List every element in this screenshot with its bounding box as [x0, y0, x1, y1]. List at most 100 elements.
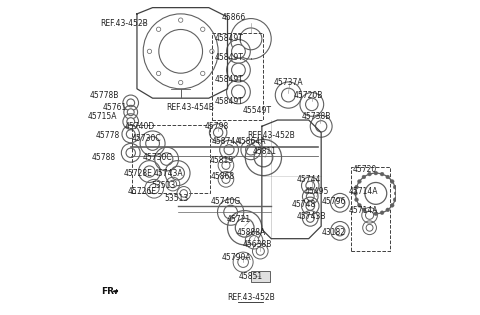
Circle shape [180, 190, 188, 197]
Circle shape [306, 181, 314, 190]
Circle shape [358, 180, 361, 183]
Circle shape [386, 208, 390, 212]
Text: 45819: 45819 [209, 156, 233, 165]
Circle shape [393, 198, 397, 202]
Circle shape [222, 161, 230, 169]
Text: 45744: 45744 [297, 175, 321, 184]
Text: 45866: 45866 [222, 13, 246, 21]
Text: 45740D: 45740D [125, 122, 155, 131]
Circle shape [246, 144, 256, 155]
Circle shape [390, 203, 394, 207]
Text: 45864A: 45864A [236, 137, 265, 146]
Circle shape [380, 211, 384, 215]
Text: REF.43-452B: REF.43-452B [101, 19, 148, 28]
Circle shape [127, 118, 134, 125]
Circle shape [374, 212, 378, 215]
Text: 45730C: 45730C [143, 153, 172, 162]
Circle shape [231, 85, 245, 99]
Text: 45868: 45868 [211, 172, 235, 181]
Text: 45495: 45495 [304, 187, 329, 196]
Circle shape [355, 198, 359, 202]
Circle shape [368, 211, 372, 215]
Circle shape [386, 175, 390, 179]
Text: 45849T: 45849T [215, 75, 243, 84]
Circle shape [354, 192, 358, 195]
Text: 43182: 43182 [322, 228, 346, 237]
Polygon shape [114, 290, 118, 292]
Circle shape [222, 175, 230, 183]
Circle shape [393, 185, 397, 189]
Text: 45738B: 45738B [302, 112, 331, 121]
Circle shape [231, 44, 245, 58]
Text: 45748: 45748 [292, 200, 316, 209]
Circle shape [231, 63, 245, 77]
Text: 45888A: 45888A [236, 228, 265, 237]
Text: 45788: 45788 [92, 153, 116, 162]
Text: 45721: 45721 [227, 215, 251, 225]
Text: REF.43-454B: REF.43-454B [166, 103, 214, 112]
Text: 45714A: 45714A [348, 206, 378, 215]
Text: 45730C: 45730C [132, 134, 161, 143]
Text: 45715A: 45715A [88, 112, 118, 121]
Text: 45720B: 45720B [294, 90, 324, 100]
Circle shape [390, 180, 394, 183]
Circle shape [366, 224, 373, 231]
Circle shape [238, 257, 249, 267]
Text: 45549T: 45549T [243, 106, 272, 115]
Text: 53513: 53513 [151, 181, 176, 190]
Circle shape [358, 203, 361, 207]
Circle shape [365, 211, 373, 219]
Text: 45743A: 45743A [154, 169, 183, 178]
Text: 45874A: 45874A [211, 137, 240, 146]
Bar [251, 271, 270, 282]
Circle shape [306, 193, 314, 200]
Text: FR.: FR. [101, 287, 118, 296]
Text: 45849T: 45849T [215, 34, 243, 43]
Circle shape [126, 130, 135, 139]
Circle shape [127, 99, 134, 107]
Bar [351, 167, 390, 251]
Circle shape [256, 247, 264, 255]
Circle shape [335, 198, 345, 208]
Text: 45849T: 45849T [215, 53, 243, 62]
Text: 45778: 45778 [95, 131, 120, 140]
Text: REF.43-452B: REF.43-452B [247, 131, 295, 140]
Text: 45638B: 45638B [242, 240, 272, 249]
Circle shape [127, 109, 134, 116]
Circle shape [355, 185, 359, 189]
Circle shape [169, 180, 177, 188]
Text: 45796: 45796 [322, 197, 346, 206]
Circle shape [394, 192, 398, 195]
Text: 45743B: 45743B [297, 212, 326, 221]
Circle shape [335, 226, 345, 236]
Circle shape [362, 175, 366, 179]
Text: 45728E: 45728E [124, 169, 153, 178]
Circle shape [126, 148, 135, 158]
Text: 45737A: 45737A [274, 78, 303, 87]
Text: REF.43-452B: REF.43-452B [227, 294, 275, 302]
Circle shape [306, 215, 314, 222]
Circle shape [214, 128, 223, 137]
Circle shape [374, 171, 378, 175]
Text: 45790A: 45790A [222, 253, 252, 262]
Bar [212, 33, 264, 120]
Text: 45740G: 45740G [211, 197, 241, 206]
Text: 45851: 45851 [239, 272, 263, 281]
Circle shape [362, 208, 366, 212]
Circle shape [224, 145, 234, 155]
Circle shape [380, 172, 384, 176]
Circle shape [306, 202, 314, 210]
Circle shape [368, 172, 372, 176]
Text: 45811: 45811 [253, 147, 277, 156]
Circle shape [235, 218, 254, 237]
Text: 53513: 53513 [164, 194, 188, 203]
Text: 45714A: 45714A [348, 187, 378, 196]
Text: 45726E: 45726E [127, 187, 156, 196]
Text: 45798: 45798 [204, 122, 228, 131]
Text: 45778B: 45778B [89, 90, 119, 100]
Text: 45720: 45720 [353, 165, 377, 175]
Bar [132, 125, 210, 193]
Text: 45849T: 45849T [215, 97, 243, 106]
Circle shape [250, 236, 259, 245]
Text: 45761: 45761 [103, 103, 127, 112]
